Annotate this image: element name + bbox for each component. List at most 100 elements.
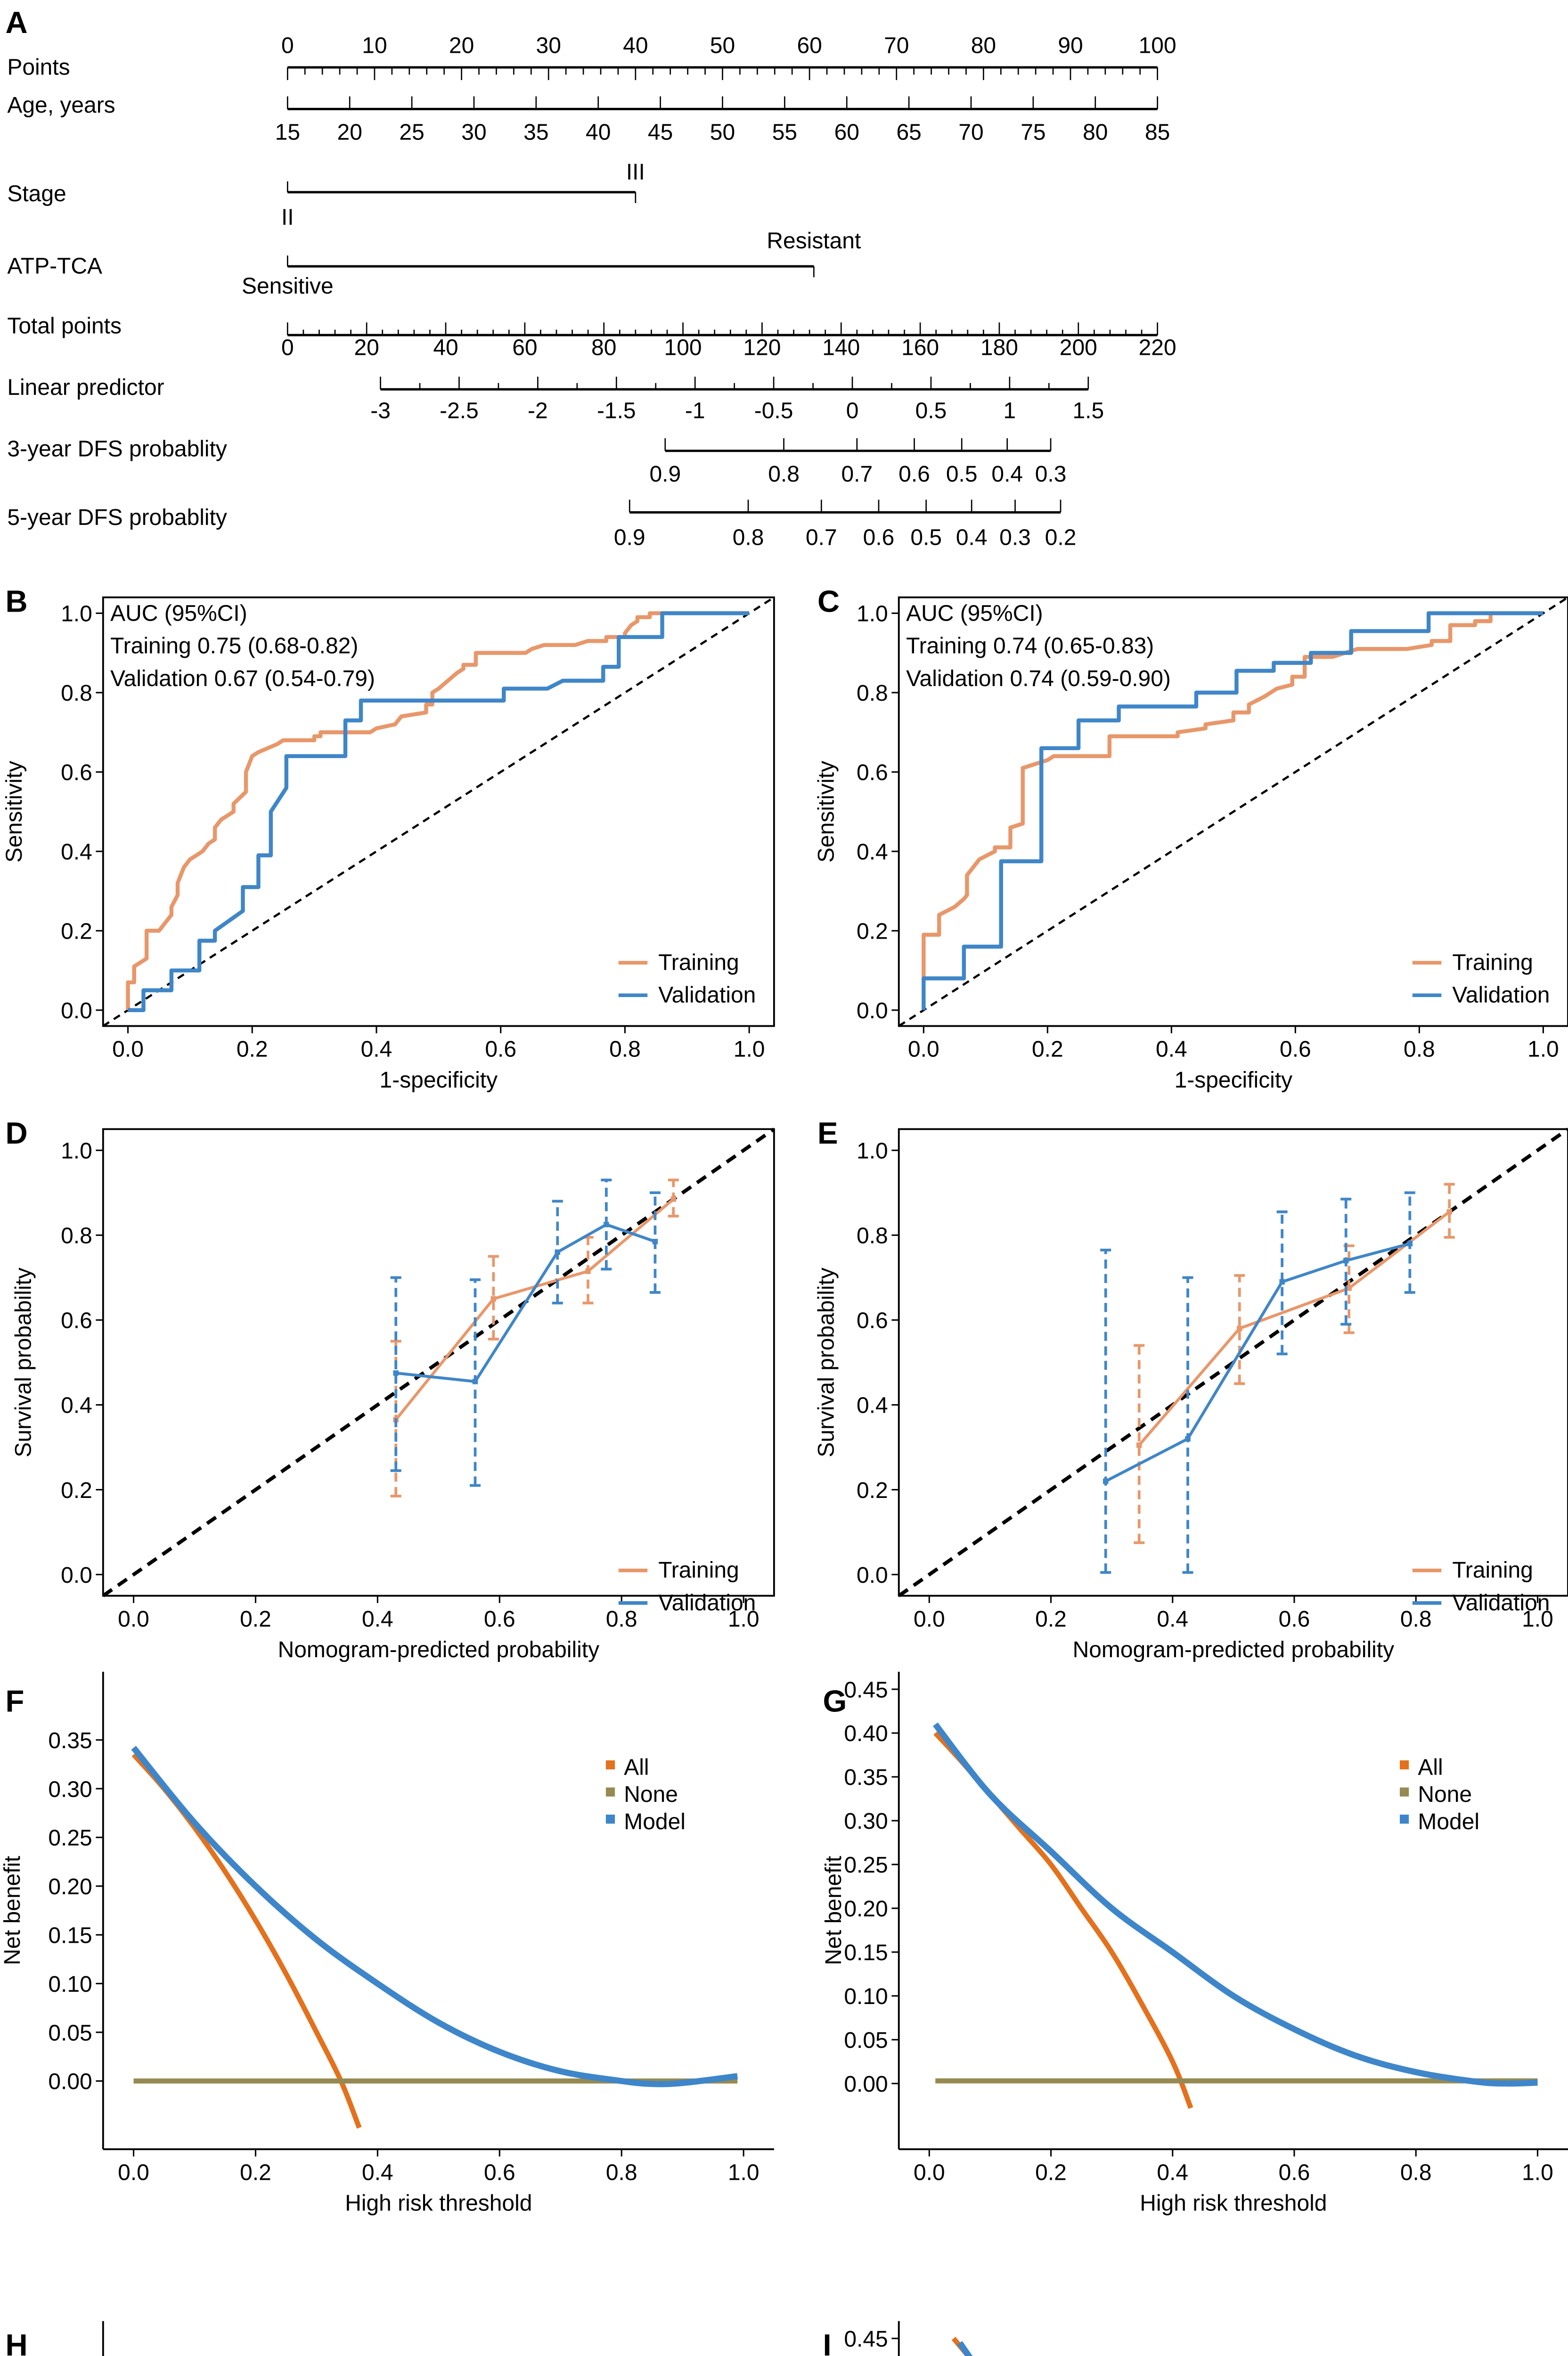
x-tick-label: 0.8 [1404, 1037, 1435, 1062]
x-tick-label: 0.0 [914, 1607, 945, 1632]
reference-diagonal [102, 1128, 776, 1597]
auc-annotation-line: AUC (95%CI) [110, 601, 247, 626]
age-tick-label: 60 [834, 120, 859, 145]
row-label-5-year-dfs: 5-year DFS probablity [7, 505, 227, 530]
age-tick-label: 30 [461, 120, 486, 145]
age-tick-label: 55 [772, 120, 797, 145]
y-tick-label: 0.6 [857, 761, 888, 785]
linear-predictor-tick-label: 0 [846, 399, 859, 424]
age-tick-label: 80 [1083, 120, 1108, 145]
row-label-3-year-dfs: 3-year DFS probablity [7, 436, 227, 461]
5-year-dfs-tick-label: 0.2 [1045, 525, 1077, 550]
3-year-dfs-tick-label: 0.8 [768, 462, 800, 487]
calibration-line-validation [1105, 1242, 1411, 1483]
panel-label-c: C [817, 584, 840, 618]
age-tick-label: 70 [958, 120, 983, 145]
age-tick-label: 75 [1021, 120, 1045, 145]
3-year-dfs-tick-label: 0.3 [1035, 462, 1067, 487]
row-label-stage: Stage [7, 181, 66, 206]
panel-f: F 0.0 0.2 0.4 0.6 0.8 1.0 0.00 0.05 0.10 0.15 0.20 0… [0, 1671, 774, 2216]
y-tick-label: 0.4 [857, 840, 888, 865]
y-tick-label: 1.0 [857, 1139, 888, 1164]
points-tick-label: 80 [971, 33, 996, 58]
5-year-dfs-tick-label: 0.9 [614, 525, 645, 550]
legend-label-all: All [1418, 1755, 1443, 1780]
3-year-dfs-tick-label: 0.9 [649, 462, 681, 487]
roc-curve-validation [128, 611, 750, 1012]
points-tick-label: 90 [1058, 33, 1083, 58]
x-tick-label: 0.2 [237, 1037, 268, 1062]
calibration-line-training [1138, 1211, 1451, 1447]
calibration-point-training [1237, 1325, 1242, 1332]
y-tick-label: 0.15 [844, 1940, 888, 1965]
y-tick-label: 0.8 [857, 681, 888, 706]
atp-tca-level-label: Sensitive [242, 274, 334, 299]
calibration-point-training [490, 1296, 497, 1302]
points-tick-label: 10 [362, 33, 387, 58]
linear-predictor-tick-label: -1 [685, 399, 705, 424]
y-tick-label: 1.0 [61, 1139, 92, 1164]
y-tick-label: 0.2 [857, 1478, 888, 1503]
age-tick-label: 45 [648, 120, 673, 145]
dca-curve-all [933, 1731, 1193, 2109]
legend-label-training: Training [1452, 1558, 1533, 1583]
5-year-dfs-tick-label: 0.6 [863, 525, 895, 550]
y-tick-label: 0.45 [844, 1677, 888, 1702]
x-axis-title: 1-specificity [380, 1068, 498, 1093]
x-tick-label: 1.0 [734, 1037, 765, 1062]
y-tick-label: 0.8 [61, 681, 92, 706]
auc-annotation-line: Validation 0.74 (0.59-0.90) [906, 666, 1171, 691]
x-axis-title: Nomogram-predicted probability [1073, 1637, 1395, 1662]
calibration-point-validation [1102, 1478, 1109, 1484]
dca-curve-all [131, 1753, 362, 2129]
plot-frame [898, 596, 1568, 1027]
y-tick-label: 0.05 [48, 2021, 92, 2045]
y-tick-label: 0.4 [857, 1393, 888, 1418]
row-label-points: Points [7, 55, 70, 80]
y-tick-label: 0.0 [61, 998, 92, 1023]
legend-label-none: None [1418, 1782, 1472, 1807]
roc-curve-validation [922, 611, 1544, 1010]
y-tick-label: 0.25 [844, 1853, 888, 1878]
x-axis-title: 1-specificity [1175, 1068, 1293, 1093]
panel-g: G 0.0 0.2 0.4 0.6 0.8 1.0 0.00 0.05 0.10 0.15 0.20 0… [821, 1671, 1568, 2216]
points-tick-label: 0 [281, 33, 294, 58]
calibration-point-validation [1407, 1241, 1413, 1247]
legend-label-model: Model [624, 1809, 686, 1834]
y-tick-label: 0.30 [844, 1809, 888, 1834]
y-axis-title: Survival probability [814, 1268, 839, 1457]
x-tick-label: 1.0 [1522, 2160, 1553, 2185]
panel-label-e: E [817, 1116, 838, 1150]
panel-i: I0.00.20.40.60.81.00.000.050.100.150.200… [823, 2321, 973, 2356]
y-tick-label: 0.15 [48, 1923, 92, 1948]
y-tick-label: 0.20 [844, 1897, 888, 1922]
legend-label-training: Training [658, 1558, 739, 1583]
reference-diagonal [898, 596, 1568, 1027]
y-tick-label: 0.6 [857, 1309, 888, 1333]
dca-curve-model [957, 2341, 973, 2356]
3-year-dfs-tick-label: 0.6 [898, 462, 930, 487]
y-tick-label: 0.10 [48, 1972, 92, 1997]
x-tick-label: 0.0 [118, 1607, 149, 1632]
x-tick-label: 0.8 [1400, 1607, 1432, 1632]
y-tick-label: 0.05 [844, 2028, 888, 2053]
y-axis-title: Net benefit [821, 1856, 846, 1965]
auc-annotation-line: Validation 0.67 (0.54-0.79) [110, 666, 375, 691]
calibration-point-validation [604, 1222, 609, 1227]
total-points-tick-label: 220 [1139, 335, 1176, 360]
y-tick-label: 0.0 [857, 998, 888, 1023]
age-tick-label: 65 [896, 120, 921, 145]
x-tick-label: 0.2 [1032, 1037, 1063, 1062]
age-tick-label: 40 [586, 120, 611, 145]
x-tick-label: 1.0 [728, 1607, 760, 1632]
x-tick-label: 0.0 [118, 2160, 149, 2185]
calibration-point-validation [1279, 1279, 1285, 1285]
row-label-atp-tca: ATP-TCA [7, 254, 102, 279]
points-tick-label: 50 [710, 33, 735, 58]
calibration-line-training [394, 1198, 675, 1421]
y-tick-label: 1.0 [61, 602, 92, 627]
reference-diagonal [102, 596, 775, 1027]
y-tick-label: 0.8 [857, 1224, 888, 1249]
panel-e: E 0.0 0.2 0.4 0.6 0.8 1.0 0.0 0.2 0.4 0.6 0.8 1.0 Nom… [814, 1116, 1568, 1662]
